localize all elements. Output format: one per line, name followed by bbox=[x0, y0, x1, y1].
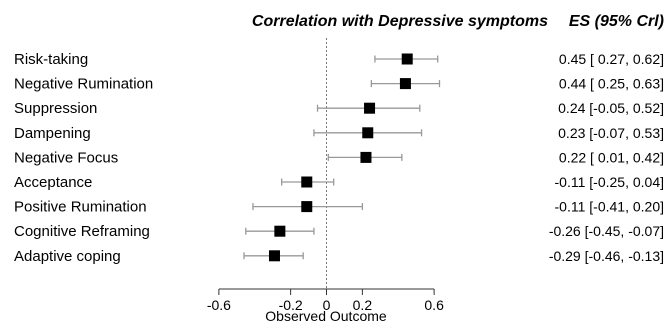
row-label: Cognitive Reframing bbox=[14, 223, 150, 240]
rows-group: Risk-taking 0.45 [ 0.27, 0.62] Negative Ru… bbox=[14, 51, 664, 265]
forest-row: Suppression 0.24 [-0.05, 0.52] bbox=[14, 100, 664, 117]
x-axis-ticks: -0.6 -0.2 0 0.2 0.6 bbox=[207, 289, 444, 313]
x-tick-label: -0.6 bbox=[207, 297, 231, 313]
row-label: Acceptance bbox=[14, 174, 92, 191]
effect-size-marker bbox=[364, 102, 376, 114]
forest-row: Negative Focus 0.22 [ 0.01, 0.42] bbox=[14, 149, 664, 166]
effect-size-marker bbox=[401, 53, 413, 65]
row-label: Positive Rumination bbox=[14, 199, 147, 216]
es-value: -0.29 [-0.46, -0.13] bbox=[549, 248, 664, 264]
effect-size-marker bbox=[362, 127, 374, 139]
x-tick-label: -0.2 bbox=[279, 297, 303, 313]
row-label: Negative Focus bbox=[14, 149, 118, 166]
forest-row: Cognitive Reframing -0.26 [-0.45, -0.07] bbox=[14, 223, 664, 240]
row-label: Dampening bbox=[14, 125, 91, 142]
es-value: 0.23 [-0.07, 0.53] bbox=[558, 125, 664, 141]
chart-title: Correlation with Depressive symptoms bbox=[252, 13, 548, 30]
forest-row: Positive Rumination -0.11 [-0.41, 0.20] bbox=[14, 199, 664, 216]
es-value: 0.22 [ 0.01, 0.42] bbox=[559, 149, 664, 165]
es-column-header: ES (95% Crl) bbox=[569, 13, 664, 30]
row-label: Risk-taking bbox=[14, 51, 88, 68]
x-tick-label: 0.6 bbox=[424, 297, 444, 313]
row-label: Suppression bbox=[14, 100, 97, 117]
es-value: 0.24 [-0.05, 0.52] bbox=[558, 100, 664, 116]
effect-size-marker bbox=[274, 225, 286, 237]
effect-size-marker bbox=[399, 78, 411, 90]
forest-row: Acceptance -0.11 [-0.25, 0.04] bbox=[14, 174, 664, 191]
effect-size-marker bbox=[301, 201, 313, 213]
x-tick-label: 0.2 bbox=[353, 297, 373, 313]
forest-row: Adaptive coping -0.29 [-0.46, -0.13] bbox=[14, 248, 664, 265]
row-label: Negative Rumination bbox=[14, 76, 153, 93]
forest-row: Negative Rumination 0.44 [ 0.25, 0.63] bbox=[14, 76, 664, 93]
effect-size-marker bbox=[360, 151, 372, 163]
x-axis-label: Observed Outcome bbox=[265, 308, 387, 324]
effect-size-marker bbox=[301, 176, 313, 188]
row-label: Adaptive coping bbox=[14, 248, 121, 265]
es-value: 0.45 [ 0.27, 0.62] bbox=[559, 51, 664, 67]
forest-row: Dampening 0.23 [-0.07, 0.53] bbox=[14, 125, 664, 142]
es-value: -0.11 [-0.41, 0.20] bbox=[555, 199, 664, 215]
es-value: -0.26 [-0.45, -0.07] bbox=[549, 223, 664, 239]
x-tick-label: 0 bbox=[323, 297, 331, 313]
effect-size-marker bbox=[268, 250, 280, 262]
es-value: -0.11 [-0.25, 0.04] bbox=[555, 174, 664, 190]
es-value: 0.44 [ 0.25, 0.63] bbox=[559, 76, 664, 92]
forest-row: Risk-taking 0.45 [ 0.27, 0.62] bbox=[14, 51, 664, 68]
